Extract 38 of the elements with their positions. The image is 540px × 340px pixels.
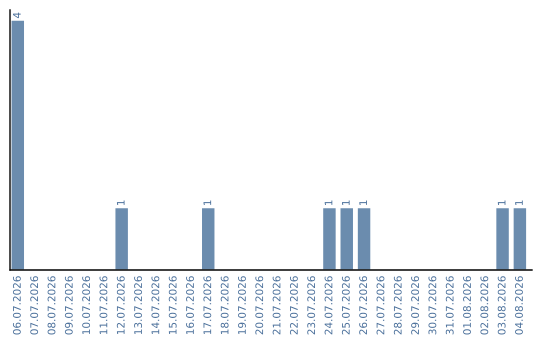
x-tick-label: 03.08.2026 [498,276,506,335]
data-label: 1 [515,200,523,205]
data-label: 1 [498,200,506,205]
x-tick-label: 17.07.2026 [203,276,212,334]
x-tick-label: 06.07.2026 [12,276,21,335]
x-tick-label: 07.07.2026 [30,276,38,335]
x-tick-label: 24.07.2026 [324,276,332,334]
x-tick-label: 28.07.2026 [394,276,402,334]
x-tick-label: 08.07.2026 [48,276,56,335]
x-tick-label: 13.07.2026 [134,276,142,334]
x-tick-label: 27.07.2026 [376,276,384,334]
x-tick-label: 16.07.2026 [186,276,194,334]
x-tick-label: 12.07.2026 [116,276,125,334]
x-tick-label: 09.07.2026 [64,276,73,335]
data-label: 1 [359,200,367,205]
x-tick-label: 11.07.2026 [100,276,108,334]
data-label: 4 [13,12,21,18]
x-tick-label: 10.07.2026 [82,276,90,334]
x-tick-label: 21.07.2026 [272,276,281,334]
x-tick-label: 31.07.2026 [446,276,454,334]
x-tick-label: 15.07.2026 [168,276,177,334]
x-tick-label: 22.07.2026 [290,276,298,334]
x-tick-label: 26.07.2026 [359,276,368,334]
x-tick-label: 02.08.2026 [480,276,488,335]
x-tick-label: 25.07.2026 [342,276,350,334]
x-tick-label: 18.07.2026 [220,276,229,334]
x-tick-label: 14.07.2026 [151,276,160,334]
data-label: 1 [116,200,125,205]
x-tick-label: 20.07.2026 [255,276,264,334]
x-tick-label: 23.07.2026 [307,276,316,334]
x-tick-label: 01.08.2026 [463,276,471,335]
data-label: 1 [324,200,332,205]
x-tick-label: 04.08.2026 [515,276,523,335]
data-label: 1 [204,200,212,205]
x-tick-label: 19.07.2026 [238,276,246,334]
x-tick-label: 30.07.2026 [428,276,436,334]
data-label: 1 [342,200,350,205]
x-tick-label: 29.07.2026 [411,276,420,334]
